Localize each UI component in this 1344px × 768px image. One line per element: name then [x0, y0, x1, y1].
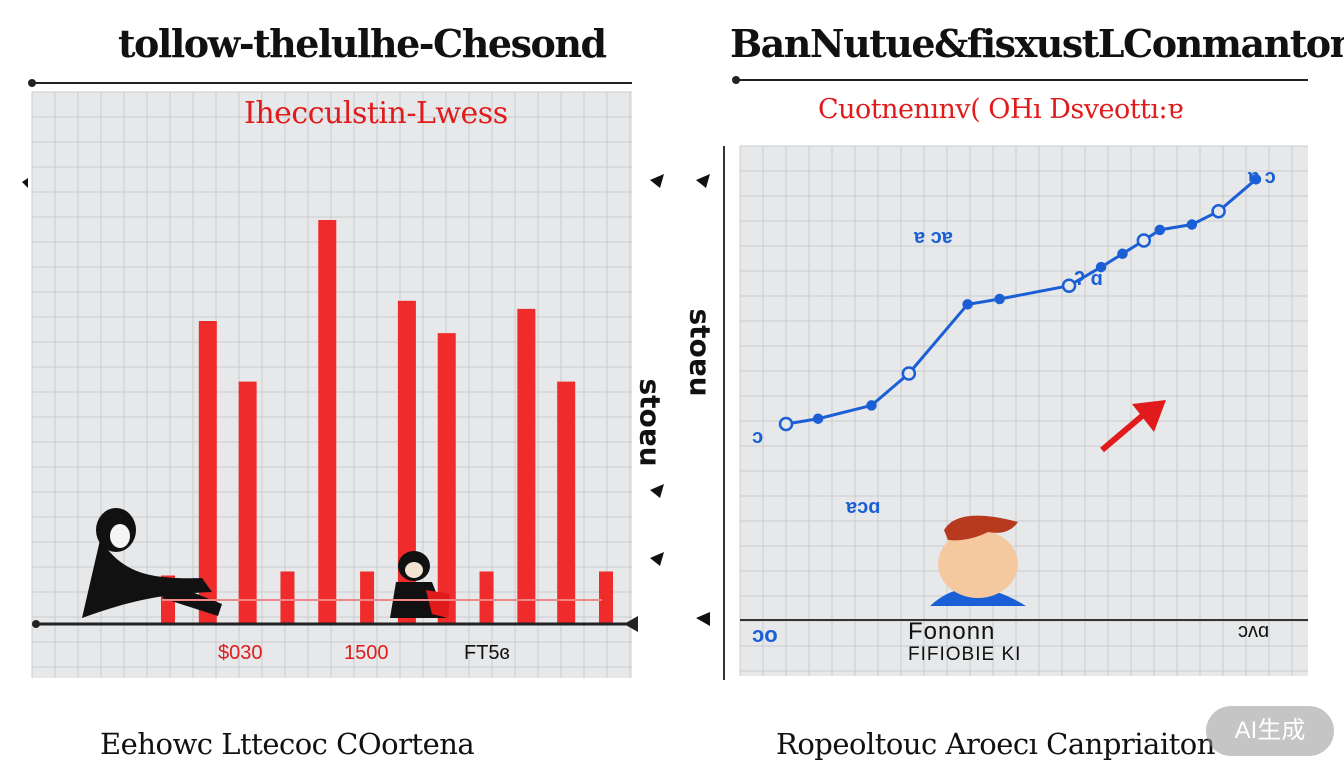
bar — [479, 571, 494, 624]
series-line — [785, 178, 1257, 426]
lying-figure-icon — [82, 508, 222, 618]
point-annotation: ɐ ɔ — [1248, 166, 1276, 188]
left-bar-chart: Ihecculstin-Lwess stoɐu $030 1500 FT5ɞ — [22, 70, 667, 710]
x-axis-arrow-icon — [624, 616, 638, 632]
line-chart-canvas — [696, 76, 1308, 680]
data-point — [1061, 278, 1077, 293]
point-annotation: ɔ — [752, 426, 764, 448]
left-y-axis-label: stoɐu — [633, 378, 667, 467]
data-point — [812, 413, 824, 424]
left-chart-caption: Eehowc Lttecoc COortena — [100, 727, 475, 761]
right-chart-subtitle: Cuotnenınv( OHı Dsveottı:ɐ — [818, 94, 1183, 125]
bar — [437, 333, 456, 624]
corner-label: ɔʌɑ — [1238, 620, 1270, 642]
bar — [397, 300, 416, 624]
x-axis-dot — [32, 620, 40, 628]
point-annotation: ɐɔɑ — [846, 496, 881, 518]
bar-chart-canvas — [22, 79, 664, 678]
right-chart-caption: Ropeoltouc Aroecı Canpriaiton — [776, 727, 1215, 761]
sitting-figure-icon — [390, 551, 450, 618]
data-point — [1095, 261, 1107, 273]
top-rule-dot — [28, 79, 36, 87]
bar — [318, 220, 337, 624]
data-point — [1250, 174, 1262, 185]
data-point — [1136, 233, 1152, 248]
bar — [238, 381, 257, 624]
data-point — [962, 299, 973, 310]
corner-label: ɔo — [752, 622, 778, 647]
bar — [557, 381, 576, 624]
bar — [280, 571, 295, 624]
plot-background — [740, 146, 1308, 676]
top-rule-dot — [732, 76, 740, 84]
marker-icon — [650, 552, 664, 566]
right-x-axis-sublabel: FIFIOBIE KI — [908, 644, 1022, 665]
marker-icon — [650, 174, 664, 188]
trend-arrow-icon — [1100, 413, 1144, 453]
x-tick-label: 1500 — [344, 642, 389, 664]
point-annotation: ɐ ɔɐ — [914, 226, 953, 248]
bar — [360, 571, 375, 624]
x-tick-label: $030 — [218, 642, 263, 664]
bar — [517, 308, 536, 624]
right-chart-title: BanNutue&fisxustLConmantons — [730, 21, 1344, 66]
marker-icon — [22, 178, 28, 188]
ai-generated-badge: AI生成 — [1206, 706, 1334, 756]
right-grid — [739, 145, 1308, 676]
point-group — [778, 174, 1262, 432]
left-chart-subtitle: Ihecculstin-Lwess — [244, 96, 508, 131]
right-y-axis-label-visible: stoɐu — [683, 308, 717, 397]
marker-icon — [696, 612, 710, 626]
data-point — [901, 366, 917, 381]
trend-arrow-head-icon — [1132, 400, 1166, 432]
data-point — [1117, 248, 1128, 260]
right-x-axis-label: Fononn — [908, 618, 996, 645]
data-point — [1186, 219, 1198, 230]
bar — [198, 321, 217, 624]
point-annotation: ʔ ɑ — [1074, 268, 1103, 290]
data-point — [1211, 203, 1226, 219]
x-tick-label: FT5ɞ — [464, 642, 510, 664]
data-point — [866, 400, 877, 411]
data-point — [778, 416, 794, 432]
bar — [599, 571, 613, 624]
data-point — [1154, 224, 1166, 236]
bar-group — [161, 220, 613, 624]
right-line-chart: Cuotnenınv( OHı Dsveottı:ɐ stoɐu Fononn … — [696, 70, 1318, 710]
data-point — [994, 293, 1005, 305]
marker-icon — [650, 484, 664, 498]
person-icon — [930, 515, 1026, 606]
marker-icon — [696, 174, 710, 188]
left-chart-title: tollow-thelulhe-Chesond — [118, 21, 607, 66]
